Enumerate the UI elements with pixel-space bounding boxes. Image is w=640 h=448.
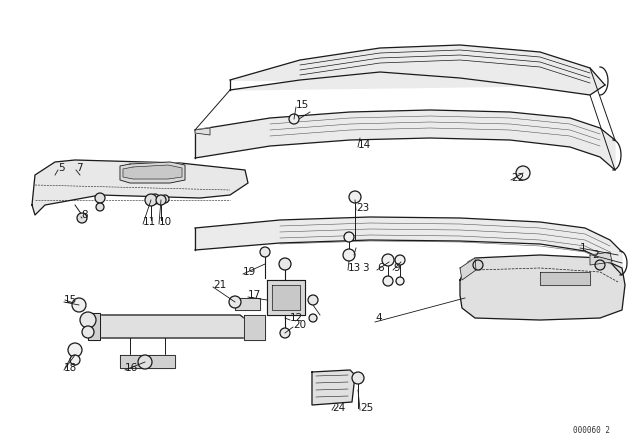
Text: 7: 7	[76, 163, 83, 173]
Polygon shape	[235, 298, 260, 310]
Circle shape	[343, 249, 355, 261]
Text: 23: 23	[356, 203, 369, 213]
Text: 9: 9	[393, 263, 399, 273]
Circle shape	[72, 298, 86, 312]
Text: 11: 11	[143, 217, 156, 227]
Text: 13: 13	[348, 263, 361, 273]
Polygon shape	[267, 280, 305, 315]
Polygon shape	[120, 162, 185, 183]
Text: 17: 17	[248, 290, 261, 300]
Polygon shape	[32, 160, 248, 215]
Text: 16: 16	[125, 363, 138, 373]
Polygon shape	[195, 110, 615, 170]
Polygon shape	[244, 315, 265, 340]
Circle shape	[289, 114, 299, 124]
Circle shape	[145, 194, 157, 206]
Circle shape	[156, 195, 166, 205]
Polygon shape	[195, 217, 622, 275]
Circle shape	[279, 258, 291, 270]
Polygon shape	[95, 315, 250, 338]
Polygon shape	[230, 45, 605, 95]
Circle shape	[70, 355, 80, 365]
Polygon shape	[195, 128, 210, 135]
Circle shape	[280, 328, 290, 338]
Text: 24: 24	[332, 403, 345, 413]
Text: 10: 10	[159, 217, 172, 227]
Text: 12: 12	[290, 313, 303, 323]
Polygon shape	[272, 285, 300, 310]
Text: 22: 22	[511, 173, 524, 183]
Circle shape	[395, 255, 405, 265]
Circle shape	[95, 193, 105, 203]
Circle shape	[161, 195, 169, 203]
Text: 20: 20	[293, 320, 306, 330]
Circle shape	[383, 276, 393, 286]
Text: 19: 19	[243, 267, 256, 277]
Text: 15: 15	[64, 295, 77, 305]
Text: 4: 4	[375, 313, 381, 323]
Text: 14: 14	[358, 140, 371, 150]
Circle shape	[344, 232, 354, 242]
Circle shape	[229, 296, 241, 308]
Text: 25: 25	[360, 403, 373, 413]
Circle shape	[138, 355, 152, 369]
Circle shape	[82, 326, 94, 338]
Circle shape	[473, 260, 483, 270]
Polygon shape	[540, 272, 590, 285]
Text: 18: 18	[64, 363, 77, 373]
Text: 1: 1	[580, 243, 587, 253]
Polygon shape	[88, 313, 100, 340]
Text: 6: 6	[377, 263, 383, 273]
Circle shape	[260, 247, 270, 257]
Circle shape	[309, 314, 317, 322]
Text: 21: 21	[213, 280, 227, 290]
Circle shape	[68, 343, 82, 357]
Text: 8: 8	[81, 210, 88, 220]
Circle shape	[349, 191, 361, 203]
Circle shape	[352, 372, 364, 384]
Circle shape	[80, 312, 96, 328]
Polygon shape	[590, 252, 612, 265]
Circle shape	[96, 203, 104, 211]
Polygon shape	[312, 370, 355, 405]
Text: 5: 5	[58, 163, 65, 173]
Circle shape	[382, 254, 394, 266]
Circle shape	[516, 166, 530, 180]
Circle shape	[150, 194, 160, 204]
Circle shape	[595, 260, 605, 270]
Polygon shape	[123, 165, 182, 179]
Polygon shape	[460, 255, 625, 320]
Polygon shape	[120, 355, 175, 368]
Text: 000060 2: 000060 2	[573, 426, 610, 435]
Text: 3: 3	[362, 263, 369, 273]
Circle shape	[77, 213, 87, 223]
Text: 15: 15	[296, 100, 309, 110]
Circle shape	[308, 295, 318, 305]
Text: 2: 2	[592, 250, 598, 260]
Circle shape	[396, 277, 404, 285]
Polygon shape	[460, 258, 476, 280]
